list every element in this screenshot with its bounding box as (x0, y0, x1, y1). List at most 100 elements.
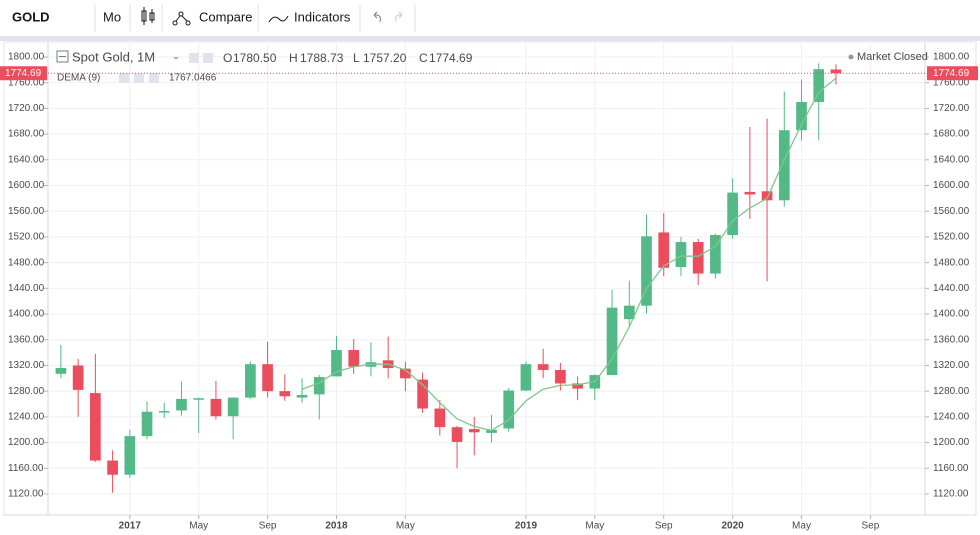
interval[interactable]: Mo (103, 9, 121, 24)
price-tag-label: 1774.69 (933, 68, 970, 79)
y-tick-label: 1760.00 (933, 77, 970, 88)
indicators-button[interactable]: Indicators (294, 9, 351, 24)
candle-body (658, 232, 670, 268)
x-tick-label: Sep (259, 521, 277, 532)
y-tick-label: 1800.00 (8, 52, 45, 63)
candle-body (262, 364, 273, 392)
candle-body (279, 391, 291, 397)
candle-body (503, 390, 515, 429)
x-tick-label: 2019 (515, 521, 538, 532)
chart-frame (3, 41, 977, 516)
indicator-name: DEMA (9) (57, 73, 100, 84)
y-tick-label: 1400.00 (933, 309, 970, 320)
candle-body (55, 368, 67, 374)
candle-body (692, 242, 704, 274)
y-tick-label: 1680.00 (8, 129, 45, 140)
y-tick-label: 1680.00 (933, 129, 970, 140)
x-tick-label: May (189, 521, 208, 532)
candle-body (641, 236, 652, 306)
x-tick-label: May (396, 521, 415, 532)
y-tick-label: 1120.00 (8, 489, 44, 500)
candle-body (537, 364, 549, 370)
toolbar (0, 0, 980, 36)
y-tick-label: 1560.00 (933, 206, 970, 217)
candle-body (778, 130, 790, 201)
y-tick-label: 1520.00 (8, 232, 45, 243)
candle-body (90, 393, 101, 461)
candle-body (761, 191, 773, 201)
chart-style-button[interactable] (141, 7, 155, 25)
indicator-value: 1767.0466 (169, 73, 217, 84)
candle-body (520, 364, 532, 391)
y-tick-label: 1640.00 (933, 154, 970, 165)
candle-body (744, 191, 756, 195)
candle-body (158, 411, 170, 413)
candle-body (210, 398, 222, 417)
y-tick-label: 1600.00 (8, 180, 45, 191)
overlay: Spot Gold, 1M O 1780.50 H 1788.73 L 1757… (0, 49, 978, 84)
candle-body (296, 395, 308, 398)
y-tick-label: 1480.00 (8, 257, 45, 268)
y-tick-label: 1120.00 (933, 489, 969, 500)
undo-button[interactable] (373, 11, 381, 23)
indicator-line (301, 77, 837, 432)
y-tick-label: 1200.00 (8, 437, 45, 448)
y-tick-label: 1480.00 (933, 257, 970, 268)
candle-body (572, 383, 583, 389)
legend-key: C (419, 51, 428, 65)
y-tick-label: 1520.00 (933, 232, 970, 243)
candle-body (796, 101, 807, 131)
settings-button[interactable] (189, 53, 199, 63)
market-status: Market Closed (857, 51, 928, 63)
candle-body (417, 379, 428, 409)
symbol[interactable]: GOLD (12, 9, 50, 24)
y-tick-label: 1440.00 (933, 283, 970, 294)
y-tick-label: 1160.00 (8, 463, 44, 474)
candle-body (468, 429, 480, 433)
indicator-settings[interactable] (119, 73, 129, 83)
title-menu[interactable] (173, 57, 179, 60)
candle-body (451, 427, 463, 442)
price-tag (927, 66, 978, 81)
price-tag (0, 66, 47, 81)
status-dot (848, 54, 854, 60)
x-tick-label: May (585, 521, 604, 532)
candle-body (72, 365, 84, 390)
x-tick-label: Sep (655, 521, 673, 532)
candle-body (176, 398, 187, 411)
chart-title: Spot Gold, 1M (72, 49, 155, 64)
redo-button[interactable] (395, 11, 403, 23)
candle-body (107, 460, 118, 475)
y-tick-label: 1320.00 (933, 360, 970, 371)
candle-body (486, 429, 497, 433)
candle-body (710, 234, 721, 274)
y-tick-label: 1640.00 (8, 154, 45, 165)
y-tick-label: 1600.00 (933, 180, 970, 191)
candle-body (555, 369, 566, 384)
compare-button[interactable]: Compare (199, 9, 252, 24)
y-tick-label: 1720.00 (933, 103, 970, 114)
legend-key: L (353, 51, 360, 65)
legend-value: 1757.20 (363, 51, 407, 65)
collapse-button[interactable] (56, 50, 69, 63)
candle-body (675, 242, 687, 268)
candle-body (245, 364, 256, 398)
candle-body (623, 305, 635, 320)
y-tick-label: 1240.00 (933, 412, 970, 423)
y-tick-label: 1320.00 (8, 360, 45, 371)
y-tick-label: 1160.00 (933, 463, 969, 474)
y-tick-label: 1360.00 (933, 334, 970, 345)
candle-body (830, 69, 842, 74)
candle-body (813, 69, 825, 102)
grid: 1120.00 1120.00 1160.00 1160.00 1200.00 1200.… (8, 42, 970, 532)
indicator-remove[interactable] (149, 73, 159, 83)
y-tick-label: 1200.00 (933, 437, 970, 448)
legend-value: 1788.73 (300, 51, 344, 65)
y-tick-label: 1360.00 (8, 334, 45, 345)
indicator-hide[interactable] (134, 73, 144, 83)
y-tick-label: 1400.00 (8, 309, 45, 320)
hide-button[interactable] (203, 53, 213, 63)
y-tick-label: 1280.00 (933, 386, 970, 397)
